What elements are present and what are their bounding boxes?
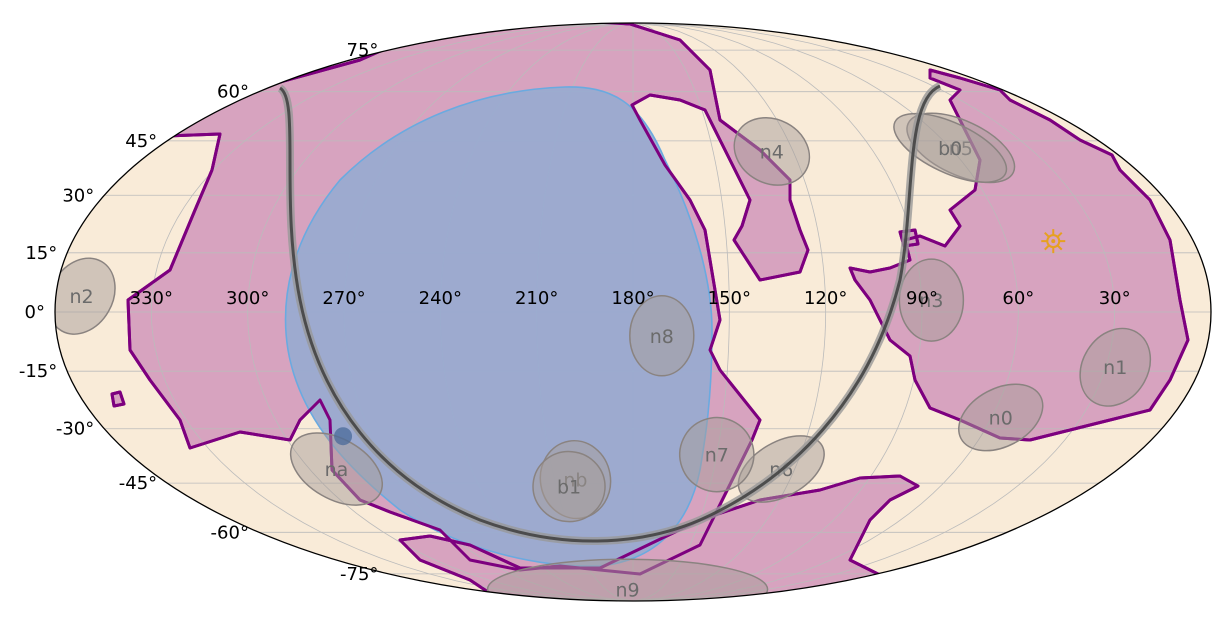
longitude-label: 30° xyxy=(1099,288,1131,309)
sun-disk xyxy=(1046,234,1061,249)
longitude-gridline xyxy=(150,23,634,601)
exclusion-region-edge xyxy=(110,390,126,408)
region-ellipse xyxy=(55,257,116,335)
region-n4: n4 xyxy=(733,117,811,186)
region-ellipse xyxy=(733,117,811,186)
region-ellipse xyxy=(486,558,769,601)
latitude-label: 60° xyxy=(217,82,249,103)
longitude-gridline xyxy=(632,23,1116,601)
latitude-label: -45° xyxy=(119,473,157,494)
region-label: n8 xyxy=(650,326,674,348)
latitude-label: 0° xyxy=(25,302,45,323)
latitude-labels: 75° 60° 45° 30° 15° 0° -15° -30° -45° -60° -75° xyxy=(19,40,379,585)
longitude-gridline xyxy=(632,23,730,601)
latitude-label: -60° xyxy=(211,522,249,543)
longitude-label: 240° xyxy=(419,288,462,309)
sun-icon xyxy=(1041,229,1066,254)
region-ellipse xyxy=(629,295,695,377)
region-label: b1 xyxy=(557,477,581,499)
region-label: n2 xyxy=(69,286,93,308)
latitude-label: -30° xyxy=(56,419,94,440)
longitude-label: 180° xyxy=(611,288,654,309)
longitude-label: 60° xyxy=(1002,288,1034,309)
longitude-gridline xyxy=(247,23,634,601)
region-ellipse xyxy=(532,450,606,523)
region-ellipse xyxy=(898,258,965,342)
region-ellipse xyxy=(1079,327,1152,407)
region-na: na xyxy=(289,432,384,506)
longitude-label: 210° xyxy=(515,288,558,309)
region-label: n1 xyxy=(1103,357,1127,379)
longitude-label: 270° xyxy=(322,288,365,309)
region-n2: n2 xyxy=(55,257,116,335)
galactic-plane-track-core xyxy=(279,84,941,543)
longitude-label: 150° xyxy=(708,288,751,309)
region-ellipse xyxy=(289,432,384,506)
region-n3: n3 xyxy=(898,258,965,342)
region-n7: n7 xyxy=(679,416,755,493)
region-label: n4 xyxy=(760,141,784,163)
longitude-gridline xyxy=(632,23,1019,601)
longitude-label: 120° xyxy=(804,288,847,309)
sun-ray xyxy=(1056,231,1063,238)
latitude-label: 45° xyxy=(125,131,157,152)
region-b1: b1 xyxy=(532,450,606,523)
region-label: n9 xyxy=(616,579,640,601)
latitude-label: -75° xyxy=(340,564,378,585)
region-label: n0 xyxy=(989,407,1013,429)
region-label: n3 xyxy=(919,290,943,312)
region-n8: n8 xyxy=(629,295,695,377)
latitude-label: 15° xyxy=(25,243,57,264)
sun-center xyxy=(1051,239,1056,244)
region-ellipse xyxy=(679,416,755,493)
latitude-label: -15° xyxy=(19,361,57,382)
region-label: b0 xyxy=(938,138,962,160)
latitude-label: 30° xyxy=(62,185,94,206)
longitude-gridline xyxy=(632,23,827,601)
region-label: na xyxy=(325,459,349,481)
region-label: n7 xyxy=(705,445,729,467)
region-n0: n0 xyxy=(957,383,1044,452)
exclusion-region-edge xyxy=(848,68,1190,442)
longitude-label: 300° xyxy=(226,288,269,309)
latitude-label: 75° xyxy=(347,40,379,61)
region-n1: n1 xyxy=(1079,327,1152,407)
longitude-label: 330° xyxy=(130,288,173,309)
sun-ray xyxy=(1056,244,1063,251)
map-outline xyxy=(54,22,1212,602)
longitude-labels: 330° 300° 270° 240° 210° 180° 150° 120° 90° 60° 30… xyxy=(130,288,1131,309)
region-b0: b0 xyxy=(893,112,1008,183)
region-ellipse xyxy=(957,383,1044,452)
region-ellipse xyxy=(893,112,1008,183)
pointing-marker xyxy=(334,427,353,446)
longitude-label: 90° xyxy=(906,288,938,309)
region-n9: n9 xyxy=(486,558,769,601)
